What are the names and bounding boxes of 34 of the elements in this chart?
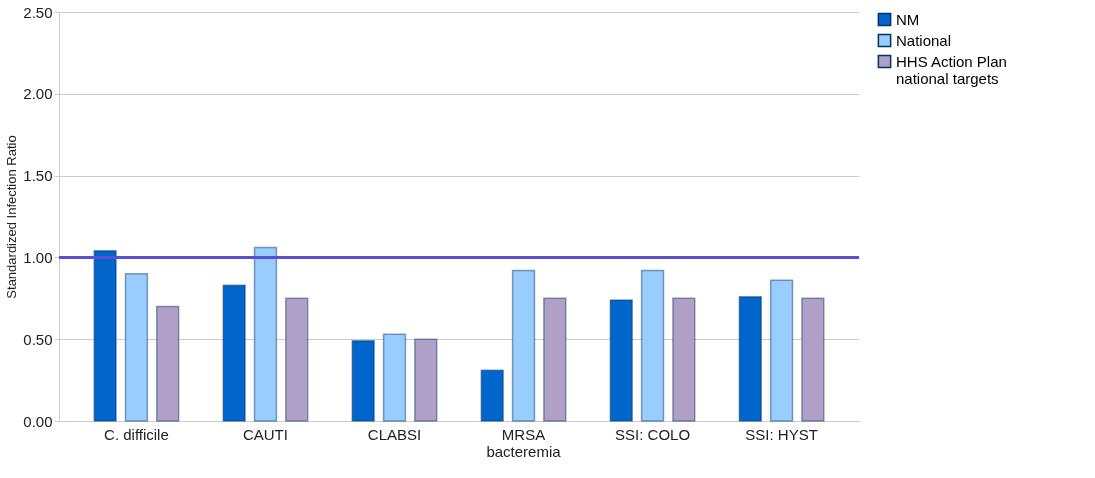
- bar: [672, 297, 696, 422]
- bar: [480, 369, 504, 422]
- y-axis-title: Standardized Infection Ratio: [4, 135, 20, 299]
- x-tick-label: MRSA bacteremia: [486, 425, 562, 460]
- bar: [769, 279, 794, 422]
- bar: [222, 284, 246, 422]
- legend-label: HHS Action Plan national targets: [896, 52, 1007, 87]
- y-tick-label: 2.00: [23, 85, 53, 103]
- y-tick-label: 2.50: [23, 3, 53, 21]
- bar: [543, 297, 567, 422]
- bar: [285, 297, 309, 422]
- legend-label: National: [896, 31, 952, 49]
- bar: [738, 295, 762, 422]
- bar: [640, 269, 665, 422]
- bar: [511, 269, 536, 422]
- x-tick-label: CAUTI: [242, 425, 288, 443]
- bar: [609, 299, 633, 422]
- y-tick-label: 0.50: [23, 330, 53, 348]
- y-tick-label: 0.00: [23, 412, 53, 430]
- bar: [93, 250, 117, 422]
- bar: [382, 333, 407, 422]
- bar: [156, 305, 180, 422]
- y-tick-label: 1.50: [23, 167, 53, 185]
- legend-label: NM: [896, 10, 920, 28]
- bar: [124, 273, 149, 422]
- bar: [414, 338, 438, 422]
- x-tick-label: CLABSI: [367, 425, 422, 443]
- bar: [253, 246, 278, 422]
- x-tick-label: C. difficile: [104, 425, 169, 443]
- x-tick-label: SSI: HYST: [745, 425, 818, 443]
- y-tick-label: 1.00: [23, 248, 53, 266]
- bar: [351, 340, 375, 422]
- bar: [801, 297, 825, 422]
- x-tick-label: SSI: COLO: [615, 425, 691, 443]
